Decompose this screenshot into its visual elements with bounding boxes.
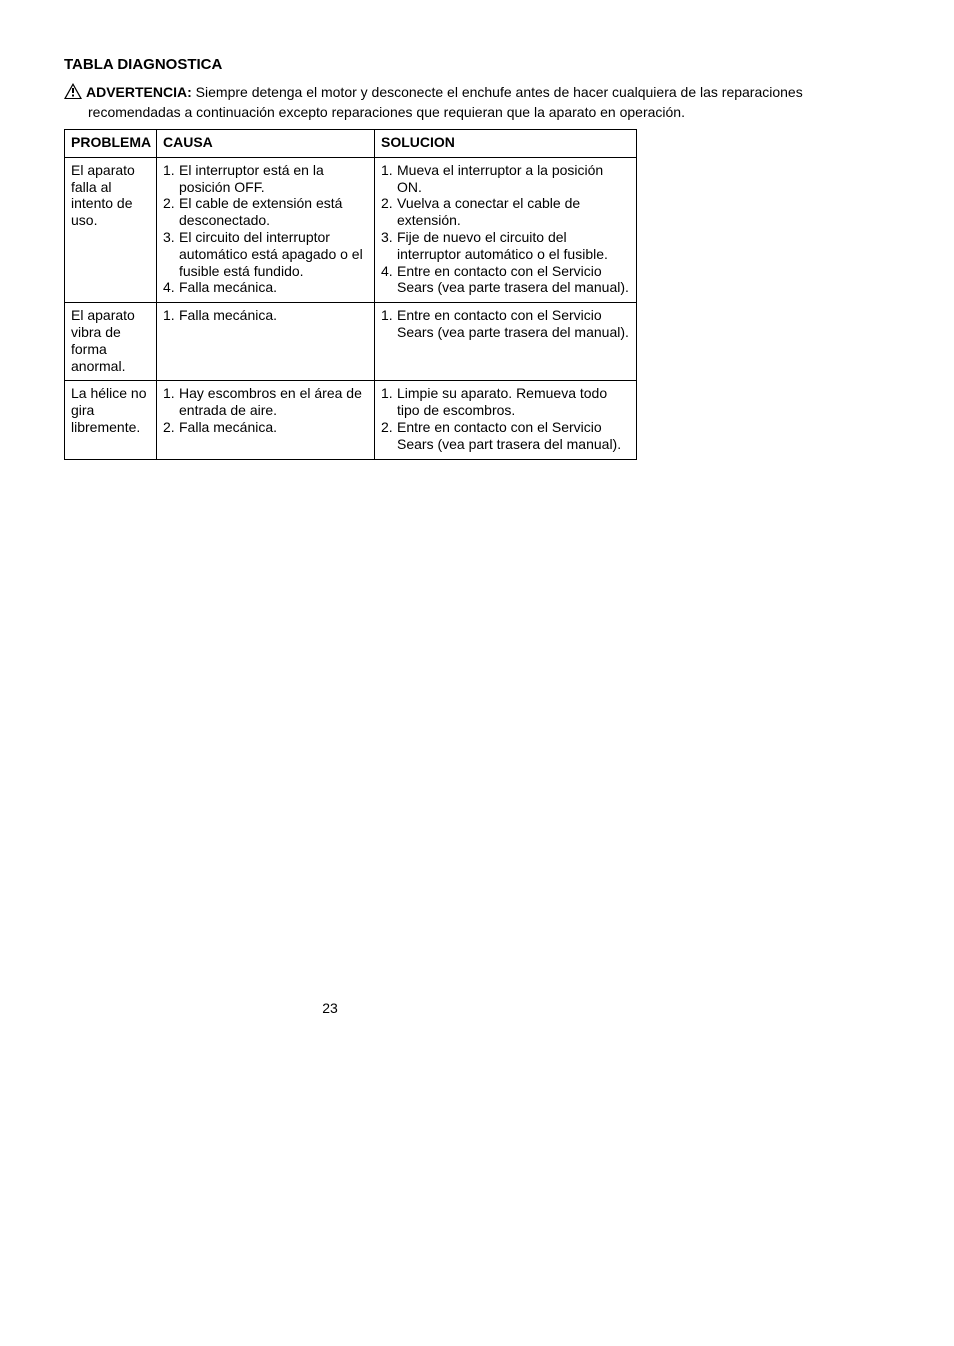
numbered-list: 1.Limpie su aparato. Remueva todo tipo d…	[381, 385, 630, 452]
numbered-list: 1.Entre en contacto con el Servicio Sear…	[381, 307, 630, 341]
list-item-number: 1.	[381, 307, 397, 341]
list-item: 1.Hay escombros en el área de entrada de…	[163, 385, 368, 419]
list-item-text: Falla mecánica.	[179, 307, 368, 324]
list-item-text: El circuito del interruptor automático e…	[179, 229, 368, 279]
list-item: 4.Falla mecánica.	[163, 279, 368, 296]
list-item-number: 4.	[381, 263, 397, 297]
list-item: 1.Mueva el interruptor a la posición ON.	[381, 162, 630, 196]
page-number: 23	[0, 1000, 660, 1016]
cell-problema: El aparato falla al intento de uso.	[65, 157, 157, 302]
list-item-number: 2.	[163, 195, 179, 229]
list-item: 1.Falla mecánica.	[163, 307, 368, 324]
cell-causa: 1.Hay escombros en el área de entrada de…	[157, 381, 375, 459]
table-row: La hélice no gira libremente.1.Hay escom…	[65, 381, 637, 459]
list-item: 1.Limpie su aparato. Remueva todo tipo d…	[381, 385, 630, 419]
list-item-number: 2.	[381, 419, 397, 453]
list-item-text: Entre en contacto con el Servicio Sears …	[397, 307, 630, 341]
warning-paragraph: ADVERTENCIA: Siempre detenga el motor y …	[64, 83, 890, 121]
cell-problema: La hélice no gira libremente.	[65, 381, 157, 459]
list-item-number: 4.	[163, 279, 179, 296]
cell-problema: El aparato vibra de forma anormal.	[65, 303, 157, 381]
list-item: 2.Falla mecánica.	[163, 419, 368, 436]
list-item-number: 3.	[381, 229, 397, 263]
numbered-list: 1.Hay escombros en el área de entrada de…	[163, 385, 368, 435]
numbered-list: 1.El interruptor está en la posición OFF…	[163, 162, 368, 296]
cell-solucion: 1.Entre en contacto con el Servicio Sear…	[375, 303, 637, 381]
col-header-solucion: SOLUCION	[375, 130, 637, 158]
warning-text: Siempre detenga el motor y desconecte el…	[88, 84, 803, 120]
warning-label: ADVERTENCIA:	[86, 84, 192, 100]
table-row: El aparato vibra de forma anormal.1.Fall…	[65, 303, 637, 381]
list-item-text: Entre en contacto con el Servicio Sears …	[397, 263, 630, 297]
cell-solucion: 1.Mueva el interruptor a la posición ON.…	[375, 157, 637, 302]
list-item-text: Fije de nuevo el circuito del interrupto…	[397, 229, 630, 263]
list-item: 2.Vuelva a conectar el cable de extensió…	[381, 195, 630, 229]
col-header-causa: CAUSA	[157, 130, 375, 158]
warning-icon	[64, 83, 82, 104]
cell-causa: 1.El interruptor está en la posición OFF…	[157, 157, 375, 302]
table-header-row: PROBLEMA CAUSA SOLUCION	[65, 130, 637, 158]
list-item: 3.El circuito del interruptor automático…	[163, 229, 368, 279]
diagnostic-table: PROBLEMA CAUSA SOLUCION El aparato falla…	[64, 129, 637, 460]
list-item-text: Vuelva a conectar el cable de extensión.	[397, 195, 630, 229]
list-item-text: Limpie su aparato. Remueva todo tipo de …	[397, 385, 630, 419]
numbered-list: 1.Falla mecánica.	[163, 307, 368, 324]
list-item-text: El cable de extensión está desconectado.	[179, 195, 368, 229]
list-item-text: Mueva el interruptor a la posición ON.	[397, 162, 630, 196]
list-item-number: 2.	[163, 419, 179, 436]
cell-solucion: 1.Limpie su aparato. Remueva todo tipo d…	[375, 381, 637, 459]
list-item-number: 1.	[163, 162, 179, 196]
cell-causa: 1.Falla mecánica.	[157, 303, 375, 381]
list-item-number: 1.	[163, 307, 179, 324]
list-item-number: 1.	[163, 385, 179, 419]
list-item-text: Hay escombros en el área de entrada de a…	[179, 385, 368, 419]
list-item-number: 3.	[163, 229, 179, 279]
section-title: TABLA DIAGNOSTICA	[64, 56, 890, 73]
list-item: 2.El cable de extensión está desconectad…	[163, 195, 368, 229]
list-item: 1.El interruptor está en la posición OFF…	[163, 162, 368, 196]
list-item-number: 1.	[381, 385, 397, 419]
list-item: 2.Entre en contacto con el Servicio Sear…	[381, 419, 630, 453]
list-item: 1.Entre en contacto con el Servicio Sear…	[381, 307, 630, 341]
list-item: 4.Entre en contacto con el Servicio Sear…	[381, 263, 630, 297]
list-item-text: Falla mecánica.	[179, 279, 368, 296]
list-item-number: 2.	[381, 195, 397, 229]
table-row: El aparato falla al intento de uso.1.El …	[65, 157, 637, 302]
list-item-number: 1.	[381, 162, 397, 196]
col-header-problema: PROBLEMA	[65, 130, 157, 158]
list-item-text: Entre en contacto con el Servicio Sears …	[397, 419, 630, 453]
numbered-list: 1.Mueva el interruptor a la posición ON.…	[381, 162, 630, 296]
list-item-text: Falla mecánica.	[179, 419, 368, 436]
list-item: 3.Fije de nuevo el circuito del interrup…	[381, 229, 630, 263]
list-item-text: El interruptor está en la posición OFF.	[179, 162, 368, 196]
